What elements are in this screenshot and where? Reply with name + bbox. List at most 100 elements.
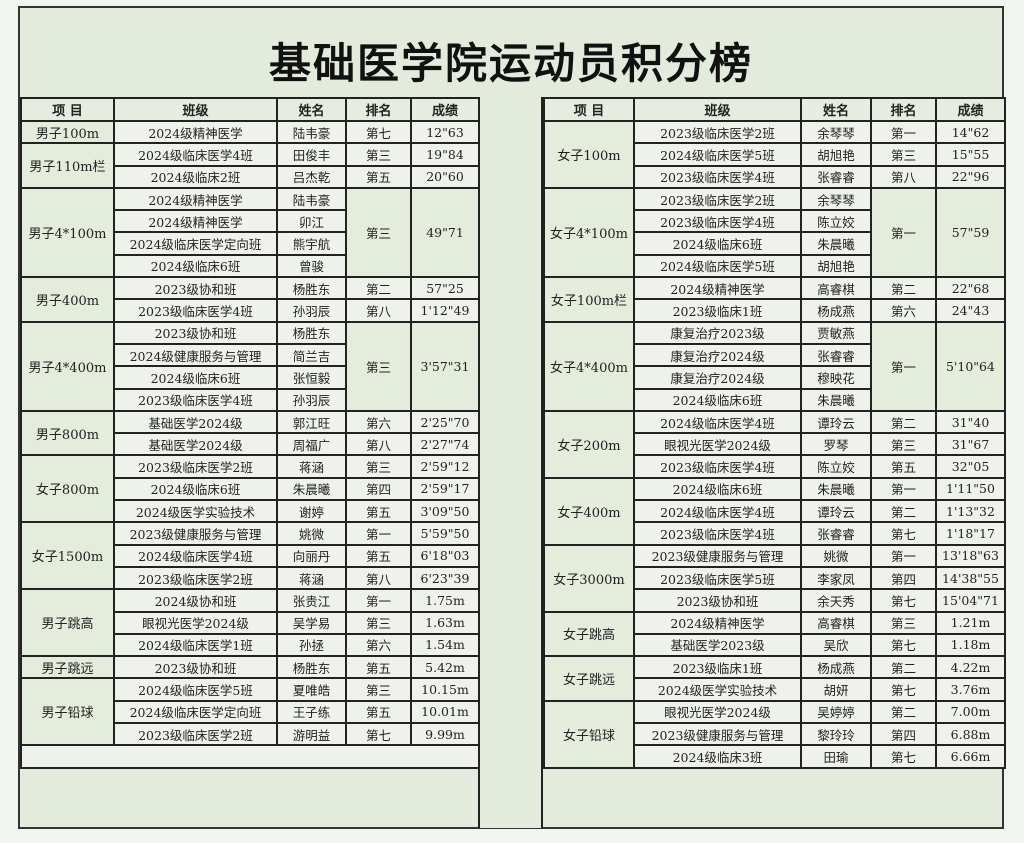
score-cell: 1.63m	[410, 610, 480, 635]
athlete-name-cell: 穆映花	[800, 365, 872, 390]
table-row: 眼视光医学2024级 吴学易 第三 1.63m	[21, 610, 480, 635]
rank-cell: 第一	[870, 186, 937, 279]
class-cell: 2023级健康服务与管理	[633, 722, 802, 747]
table-row: 2023级临床医学4班 孙羽辰 第八 1'12"49	[21, 298, 480, 323]
class-cell: 2023级协和班	[113, 276, 278, 301]
table-row: 女子200m 2024级临床医学4班 谭玲云 第二 31"40	[543, 409, 1006, 479]
rank-cell: 第六	[345, 632, 412, 658]
class-cell: 2024级医学实验技术	[633, 677, 802, 702]
rank-cell: 第八	[345, 565, 412, 591]
rank-cell: 第五	[345, 543, 412, 568]
score-cell: 13'18"63	[935, 543, 1006, 568]
athlete-name-cell: 吴学易	[276, 610, 347, 635]
rank-cell: 第五	[345, 499, 412, 524]
table-row: 2024级临床医学4班 向丽丹 第五 6'18"03	[21, 543, 480, 568]
table-row: 2023级健康服务与管理 黎玲玲 第四 6.88m	[544, 722, 1006, 747]
athlete-name-cell: 田瑜	[800, 744, 872, 769]
header-event: 项 目	[543, 97, 635, 122]
event-cell: 女子100m栏	[543, 276, 635, 323]
rank-cell: 第二	[870, 499, 937, 524]
event-cell: 男子800m	[20, 409, 115, 457]
athlete-name-cell: 简兰吉	[276, 342, 347, 368]
header-rank: 排名	[345, 97, 412, 122]
rank-cell: 第七	[870, 744, 937, 769]
rank-cell: 第六	[870, 298, 937, 323]
class-cell: 眼视光医学2024级	[633, 432, 802, 457]
table-header-row: 项 目班级 姓名 排名 成绩	[20, 97, 480, 122]
table-row: 女子1500m 2023级健康服务与管理 姚微 第一 5'59"50	[20, 521, 480, 591]
table-row: 男子4*100m 2024级精神医学 陆韦豪 第三 49"71	[20, 186, 480, 279]
athlete-name-cell: 谭玲云	[800, 409, 872, 435]
table-row: 2024级临床3班 田瑜 第七 6.66m	[544, 744, 1006, 769]
table-row: 女子100m栏 2024级精神医学 高睿棋 第二 22"68	[543, 276, 1006, 323]
rank-cell: 第六	[345, 409, 412, 435]
class-cell: 2023级协和班	[113, 655, 278, 680]
left-results-table: 项 目班级 姓名 排名 成绩 男子100m 2024级精神医学 陆韦豪 第七 12"63 男子11…	[20, 97, 480, 769]
table-row: 2024级临床6班 朱晨曦	[544, 231, 1005, 256]
class-cell: 2023级临床医学4班	[113, 387, 278, 412]
rank-cell: 第三	[870, 610, 937, 635]
athlete-name-cell: 曾骏	[276, 253, 347, 279]
score-cell: 32"05	[935, 454, 1006, 479]
table-row: 男子400m 2023级协和班 杨胜东 第二 57"25	[20, 276, 480, 323]
class-cell: 2024级临床医学1班	[113, 632, 278, 658]
class-cell: 基础医学2024级	[113, 432, 278, 457]
score-cell: 1.18m	[935, 632, 1006, 658]
class-cell: 2024级临床医学4班	[113, 142, 278, 167]
rank-cell: 第八	[345, 298, 412, 323]
score-cell: 9.99m	[410, 722, 480, 747]
table-row: 2024级临床医学5班 胡旭艳 第三 15"55	[544, 142, 1006, 167]
rank-cell: 第三	[870, 142, 937, 167]
rank-cell: 第一	[345, 521, 412, 546]
table-row: 2023级协和班 余天秀 第七 15'04"71	[544, 588, 1006, 613]
class-cell: 2023级临床医学2班	[113, 565, 278, 591]
class-cell: 2024级临床医学4班	[113, 543, 278, 568]
event-cell: 男子4*400m	[20, 320, 115, 412]
rank-cell: 第一	[870, 543, 937, 568]
class-cell: 2023级临床医学4班	[633, 454, 802, 479]
rank-cell: 第三	[870, 432, 937, 457]
rank-cell: 第一	[870, 476, 937, 502]
rank-cell: 第二	[870, 699, 937, 725]
class-cell: 2024级临床6班	[633, 476, 802, 502]
class-cell: 2024级临床医学5班	[113, 677, 278, 702]
table-row: 2024级临床医学定向班 王子练 第五 10.01m	[21, 699, 480, 725]
athlete-name-cell: 张睿睿	[800, 164, 872, 189]
rank-cell: 第四	[870, 565, 937, 591]
score-cell: 7.00m	[935, 699, 1006, 725]
athlete-name-cell: 余琴琴	[800, 186, 872, 212]
header-class: 班级	[113, 97, 278, 122]
table-row: 女子铅球 眼视光医学2024级 吴婷婷 第二 7.00m	[543, 699, 1006, 769]
table-row: 2023级临床医学4班 陈立姣	[544, 209, 1005, 234]
table-row: 女子4*400m 康复治疗2023级 贾敏燕 第一 5'10"64	[543, 320, 1006, 412]
rank-cell: 第一	[870, 320, 937, 412]
class-cell: 2023级临床医学4班	[633, 164, 802, 189]
class-cell: 2023级临床医学2班	[633, 186, 802, 212]
class-cell: 2023级临床医学5班	[633, 565, 802, 591]
rank-cell: 第五	[345, 699, 412, 725]
athlete-name-cell: 张恒毅	[276, 365, 347, 390]
table-row: 2024级临床医学5班 胡旭艳	[544, 253, 1005, 279]
score-cell: 3'09"50	[410, 499, 480, 524]
table-row: 2024级临床医学1班 孙拯 第六 1.54m	[21, 632, 480, 658]
table-row: 2024级精神医学 卯江	[21, 209, 479, 234]
rank-cell: 第二	[870, 655, 937, 680]
rank-cell: 第一	[345, 588, 412, 613]
athlete-name-cell: 熊宇航	[276, 231, 347, 256]
athlete-name-cell: 田俊丰	[276, 142, 347, 167]
table-row: 2024级临床医学4班 谭玲云 第二 1'13"32	[544, 499, 1006, 524]
class-cell: 2023级临床医学4班	[633, 521, 802, 546]
class-cell: 2023级临床1班	[633, 655, 802, 680]
table-row: 男子800m 基础医学2024级 郭江旺 第六 2'25"70	[20, 409, 480, 457]
event-cell: 女子200m	[543, 409, 635, 479]
class-cell: 2024级临床6班	[633, 231, 802, 256]
table-row: 2023级临床医学4班 孙羽辰	[21, 387, 479, 412]
class-cell: 2024级临床医学4班	[633, 409, 802, 435]
athlete-name-cell: 孙羽辰	[276, 298, 347, 323]
athlete-name-cell: 夏唯皓	[276, 677, 347, 702]
athlete-name-cell: 姚微	[276, 521, 347, 546]
class-cell: 2024级临床医学定向班	[113, 231, 278, 256]
class-cell: 2024级医学实验技术	[113, 499, 278, 524]
table-row: 2024级临床6班 朱晨曦	[544, 387, 1005, 412]
rank-cell: 第三	[345, 186, 412, 279]
